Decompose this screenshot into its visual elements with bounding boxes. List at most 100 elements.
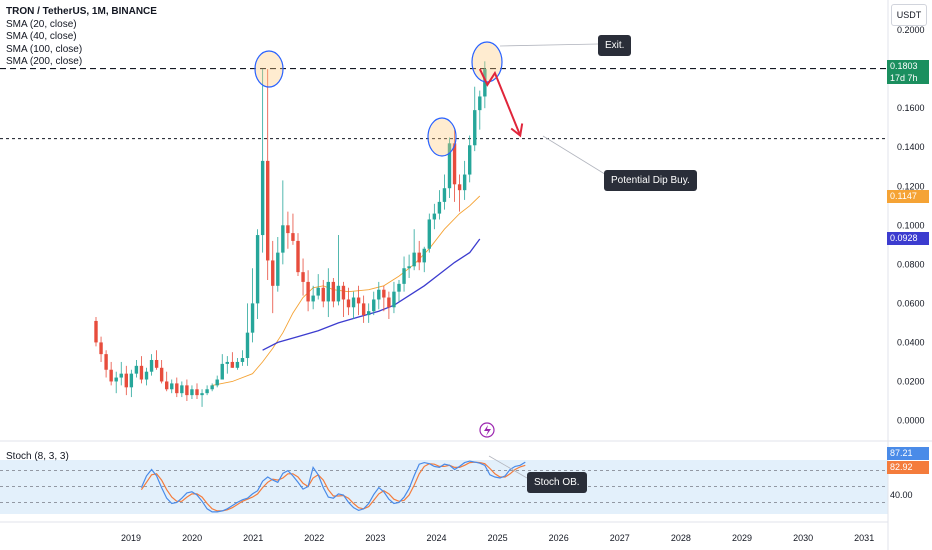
candle-body[interactable] [220,363,224,380]
candle-body[interactable] [417,252,421,263]
candle-body[interactable] [407,266,411,269]
currency-button[interactable]: USDT [891,4,927,26]
candle-body[interactable] [331,281,336,302]
x-tick-label: 2028 [671,533,691,543]
candle-body[interactable] [377,289,381,300]
candle-body[interactable] [205,389,209,394]
candle-body[interactable] [281,225,285,253]
candle-body[interactable] [134,365,139,374]
candle-body[interactable] [291,233,295,241]
candle-body[interactable] [468,145,472,175]
candle-body[interactable] [250,303,255,333]
candle-body[interactable] [195,389,199,396]
sma40-label[interactable]: SMA (40, close) [6,31,77,42]
candle-body[interactable] [422,248,426,263]
candle-body[interactable] [382,289,386,298]
candle-body[interactable] [114,377,118,382]
candle-body[interactable] [316,287,320,296]
candle-body[interactable] [190,389,194,396]
sma200-label[interactable]: SMA (200, close) [6,56,83,67]
candle-body[interactable] [452,143,457,185]
candle-body[interactable] [266,160,270,261]
candle-body[interactable] [478,96,482,111]
candle-body[interactable] [372,299,376,312]
candle-body[interactable] [225,361,229,364]
candle-body[interactable] [361,303,366,316]
stoch-label[interactable]: Stoch (8, 3, 3) [6,451,69,462]
projection-arrowhead[interactable] [510,123,524,138]
candle-body[interactable] [392,291,396,308]
exit-callout[interactable]: Exit. [598,35,632,56]
candle-body[interactable] [165,381,169,390]
candle-body[interactable] [447,143,452,189]
stoch-ob-callout[interactable]: Stoch OB. [527,472,587,493]
candle-body[interactable] [326,281,330,302]
candle-body[interactable] [210,385,214,390]
candle-body[interactable] [336,285,341,302]
candle-body[interactable] [346,299,351,308]
candle-body[interactable] [154,359,159,368]
candle-body[interactable] [296,240,300,273]
candle-body[interactable] [457,184,462,191]
candle-body[interactable] [437,201,442,214]
candle-body[interactable] [255,235,260,304]
sma100-label[interactable]: SMA (100, close) [6,43,83,55]
candle-body[interactable] [175,383,179,394]
exit-circle-2021[interactable] [254,50,284,88]
symbol-title[interactable]: TRON / TetherUS, 1M, BINANCE [6,6,157,17]
candle-body[interactable] [104,354,108,370]
stoch-d-tag: 82.92 [887,461,929,474]
candle-body[interactable] [185,385,189,396]
candle-body[interactable] [286,225,290,234]
candle-body[interactable] [321,287,325,302]
candle-body[interactable] [432,213,437,220]
candle-body[interactable] [109,369,113,382]
sma20-label[interactable]: SMA (20, close) [6,18,77,30]
candle-body[interactable] [119,373,123,378]
candle-body[interactable] [180,385,184,394]
candle-body[interactable] [129,373,134,388]
candle-body[interactable] [139,365,144,380]
projection-arrow[interactable] [478,68,522,136]
candle-body[interactable] [230,361,235,368]
candle-body[interactable] [351,297,356,308]
candle-body[interactable] [402,268,406,284]
stoch-d-line[interactable] [140,461,526,512]
candle-body[interactable] [159,367,164,382]
candle-body[interactable] [94,320,98,343]
stoch-k-line[interactable] [140,460,526,513]
candle-body[interactable] [306,281,310,302]
candle-body[interactable] [99,342,103,355]
candle-body[interactable] [245,332,250,359]
candle-body[interactable] [240,358,245,362]
candle-body[interactable] [124,373,128,388]
candle-body[interactable] [235,361,240,368]
dip-buy-callout[interactable]: Potential Dip Buy. [604,170,697,191]
candle-body[interactable] [341,285,346,300]
candle-body[interactable] [356,297,361,304]
candle-body[interactable] [149,359,154,372]
candle-body[interactable] [442,188,447,202]
dip-circle-2024[interactable] [427,117,457,157]
candle-body[interactable] [367,311,371,316]
candle-body[interactable] [462,174,467,191]
candle-body[interactable] [427,219,431,249]
candle-body[interactable] [200,393,204,396]
last-price-tag: 0.1803 17d 7h [887,60,929,84]
candle-body[interactable] [276,252,280,286]
candle-body[interactable] [260,160,265,236]
candle-body[interactable] [215,379,219,386]
candle-body[interactable] [271,260,275,286]
candle-body[interactable] [473,110,477,146]
candle-body[interactable] [483,69,487,97]
candle-body[interactable] [412,252,416,267]
candle-body[interactable] [144,371,149,380]
candle-body[interactable] [311,295,315,302]
candle-body[interactable] [387,297,391,308]
sma-blue-line[interactable] [262,238,481,351]
exit-circle-2025[interactable] [471,41,503,83]
candle-body[interactable] [397,283,401,292]
candle-body[interactable] [170,383,174,390]
candle-body[interactable] [301,272,305,282]
